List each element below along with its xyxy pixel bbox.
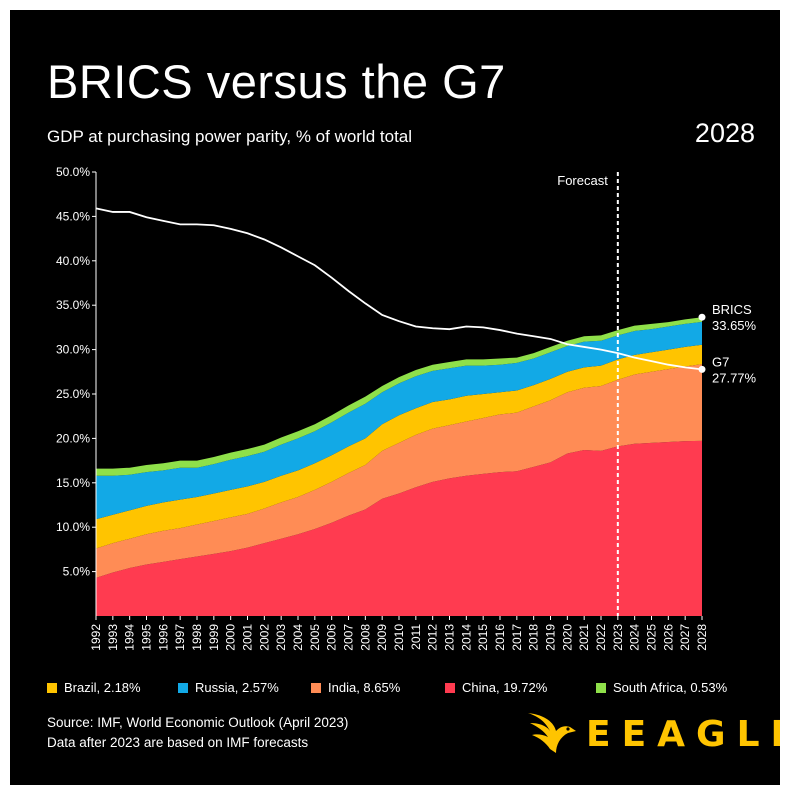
x-tick-label: 2000	[224, 624, 238, 651]
x-tick-label: 2023	[611, 624, 625, 651]
logo-wordmark: EEAGLI	[586, 714, 780, 755]
x-tick-label: 2009	[375, 624, 389, 651]
x-tick-label: 2013	[443, 624, 457, 651]
y-tick-label: 15.0%	[56, 476, 90, 490]
forecast-label: Forecast	[557, 173, 608, 188]
forecast-note: Data after 2023 are based on IMF forecas…	[47, 735, 309, 750]
x-tick-label: 2002	[257, 624, 271, 651]
source-note: Source: IMF, World Economic Outlook (Apr…	[47, 713, 348, 753]
chart-title: BRICS versus the G7	[47, 55, 506, 108]
x-tick-label: 2027	[678, 624, 692, 651]
x-tick-label: 2015	[476, 624, 490, 651]
legend: Brazil, 2.18% Russia, 2.57% India, 8.65%…	[47, 680, 767, 700]
legend-label: Brazil, 2.18%	[64, 680, 141, 695]
y-tick-label: 45.0%	[56, 209, 90, 223]
x-tick-label: 2004	[291, 624, 305, 651]
y-tick-label: 20.0%	[56, 431, 90, 445]
area-russia	[96, 321, 702, 520]
x-tick-label: 2024	[628, 624, 642, 651]
y-tick-label: 25.0%	[56, 387, 90, 401]
y-tick-label: 35.0%	[56, 298, 90, 312]
x-tick-label: 2026	[661, 624, 675, 651]
x-tick-label: 1999	[207, 624, 221, 651]
x-tick-label: 2007	[342, 624, 356, 651]
area-china	[96, 440, 702, 616]
g7-line	[95, 207, 703, 371]
y-tick-label: 30.0%	[56, 343, 90, 357]
g7-name-label: G7	[712, 354, 729, 369]
x-tick-label: 2010	[392, 624, 406, 651]
x-tick-label: 1993	[106, 624, 120, 651]
brics-name-label: BRICS	[712, 302, 752, 317]
x-tick-label: 2017	[510, 624, 524, 651]
legend-swatch	[178, 682, 188, 693]
eagle-icon	[528, 713, 576, 753]
x-tick-label: 2014	[459, 624, 473, 651]
legend-swatch	[445, 682, 455, 693]
legend-item-china: China, 19.72%	[445, 680, 547, 695]
chart-subtitle: GDP at purchasing power parity, % of wor…	[47, 127, 413, 146]
area-chart: 5.0% 10.0% 15.0% 20.0% 25.0% 30.0% 35.0% 40.0% 4…	[56, 165, 757, 651]
g7-end-marker	[698, 365, 706, 373]
chart-frame: BRICS versus the G7 GDP at purchasing po…	[10, 10, 780, 785]
legend-label: South Africa, 0.53%	[613, 680, 728, 695]
x-tick-label: 1996	[156, 624, 170, 651]
legend-item-brazil: Brazil, 2.18%	[47, 680, 141, 695]
x-tick-label: 2011	[409, 624, 423, 650]
legend-swatch	[596, 682, 606, 693]
x-tick-label: 2003	[274, 624, 288, 651]
x-tick-label: 2020	[560, 624, 574, 651]
legend-item-south-africa: South Africa, 0.53%	[596, 680, 727, 695]
x-tick-label: 2025	[645, 624, 659, 651]
brics-value-label: 33.65%	[712, 318, 757, 333]
y-tick-label: 5.0%	[63, 565, 91, 579]
x-tick-label: 2001	[241, 624, 255, 651]
x-tick-label: 1998	[190, 624, 204, 651]
legend-swatch	[311, 682, 321, 693]
legend-item-russia: Russia, 2.57%	[178, 680, 279, 695]
area-india	[96, 364, 702, 578]
legend-label: Russia, 2.57%	[195, 680, 279, 695]
x-tick-label: 2018	[527, 624, 541, 651]
brand-logo: EEAGLI	[526, 707, 780, 757]
y-tick-label: 40.0%	[56, 254, 90, 268]
x-tick-label: 1995	[140, 624, 154, 651]
brics-end-marker	[698, 313, 706, 321]
source-line: Source: IMF, World Economic Outlook (Apr…	[47, 715, 349, 730]
x-tick-label: 2005	[308, 624, 322, 651]
legend-swatch	[47, 682, 57, 693]
x-tick-label: 2022	[594, 624, 608, 651]
current-year: 2028	[694, 118, 755, 148]
x-tick-label: 2028	[695, 624, 709, 651]
x-tick-label: 2012	[426, 624, 440, 651]
legend-item-india: India, 8.65%	[311, 680, 400, 695]
g7-value-label: 27.77%	[712, 370, 757, 385]
x-tick-label: 2008	[358, 624, 372, 651]
x-tick-label: 2006	[325, 624, 339, 651]
area-brazil	[96, 344, 702, 549]
y-tick-label: 50.0%	[56, 165, 90, 179]
x-tick-label: 1997	[173, 624, 187, 651]
y-tick-label: 10.0%	[56, 520, 90, 534]
legend-label: China, 19.72%	[462, 680, 548, 695]
x-tick-label: 1992	[89, 624, 103, 651]
x-tick-label: 2019	[544, 624, 558, 651]
x-tick-label: 1994	[123, 624, 137, 651]
legend-label: India, 8.65%	[328, 680, 401, 695]
x-tick-label: 2016	[493, 624, 507, 651]
x-tick-label: 2021	[577, 624, 591, 651]
